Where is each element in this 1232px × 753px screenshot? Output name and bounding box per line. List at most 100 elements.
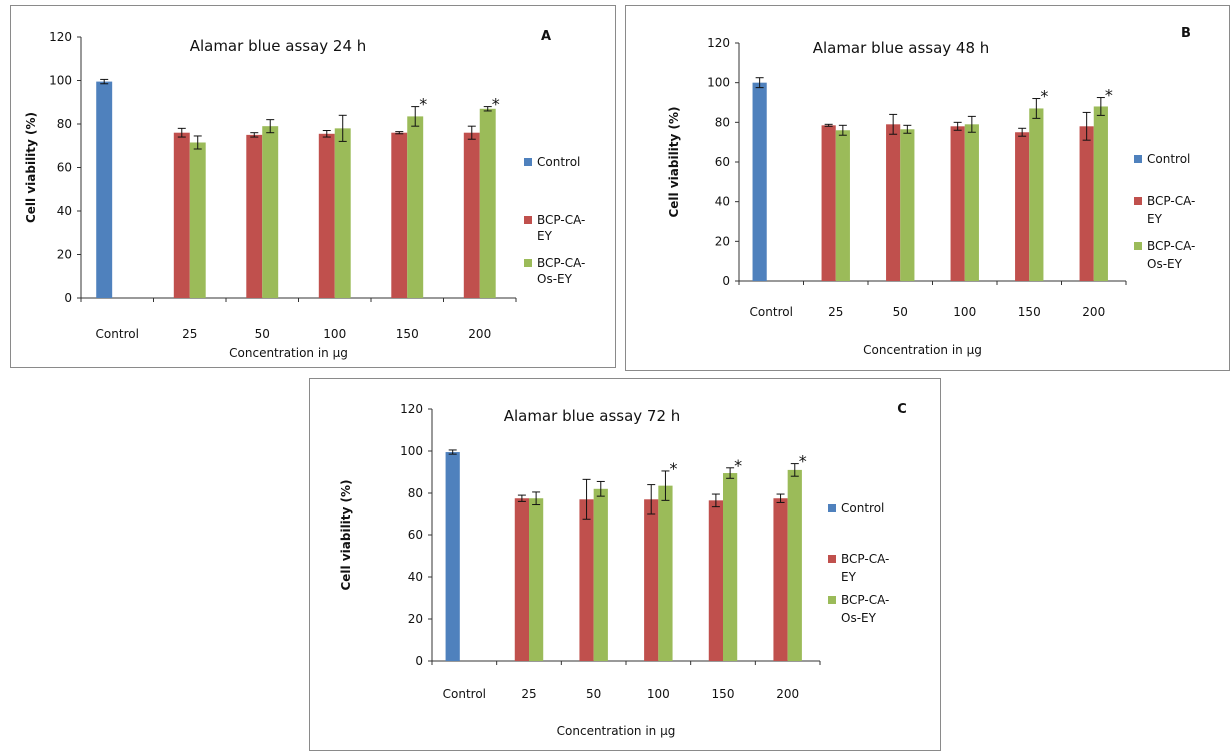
- chart-a-y-tick-label: 20: [57, 248, 72, 262]
- chart-b-significance-mark: *: [1105, 86, 1113, 105]
- chart-a-y-tick-label: 60: [57, 161, 72, 175]
- chart-b-bar: [886, 124, 901, 281]
- chart-b-bar: [1015, 132, 1030, 281]
- chart-c-bar: [445, 452, 460, 661]
- chart-b-bar: [964, 124, 979, 281]
- chart-b-panel-label: B: [1181, 26, 1191, 41]
- chart-c-significance-mark: *: [669, 459, 677, 478]
- chart-c-y-tick-label: 60: [408, 528, 423, 542]
- chart-c-legend-label: BCP-CA-EY: [841, 552, 889, 584]
- chart-a-bar: [246, 134, 263, 298]
- chart-a-x-tick-label: 100: [323, 327, 346, 341]
- chart-b-bar: [752, 82, 767, 282]
- chart-a-title: Alamar blue assay 24 h: [190, 37, 367, 55]
- chart-b-y-tick-label: 100: [707, 76, 730, 90]
- chart-b-y-tick-label: 60: [715, 155, 730, 169]
- chart-c-x-axis-label: Concentration in µg: [557, 724, 676, 738]
- chart-c-y-tick-label: 0: [415, 654, 423, 668]
- chart-c-y-tick-label: 120: [400, 402, 423, 416]
- chart-b-x-tick-label: 50: [893, 305, 908, 319]
- chart-a-svg: Alamar blue assay 24 h A 0 20 40 60 80 100 120 Co…: [24, 29, 585, 360]
- chart-b-y-tick-label: 0: [722, 274, 730, 288]
- chart-c-legend-swatch: [828, 596, 836, 604]
- chart-c-y-tick-label: 100: [400, 444, 423, 458]
- chart-c-y-tick-label: 80: [408, 486, 423, 500]
- chart-a-y-axis-label: Cell viability (%): [24, 112, 38, 223]
- chart-a-bar: [391, 132, 408, 298]
- chart-b-bar: [900, 129, 915, 281]
- chart-c-x-tick-label: 150: [712, 687, 735, 701]
- chart-c-svg: Alamar blue assay 72 h C 0 20 40 60 80 100 120 Co…: [339, 402, 907, 738]
- chart-a-y-tick-label: 120: [49, 30, 72, 44]
- chart-b-bar: [950, 126, 965, 281]
- chart-c-legend-label: Control: [841, 501, 884, 515]
- chart-panel-c: Alamar blue assay 72 h C 0 20 40 60 80 100 120 Co…: [309, 378, 941, 751]
- chart-a-bar: [479, 108, 496, 299]
- chart-b-bar: [835, 130, 850, 281]
- chart-a-x-tick-label: 150: [396, 327, 419, 341]
- chart-a-bar: [262, 126, 279, 298]
- chart-c-title: Alamar blue assay 72 h: [504, 407, 681, 425]
- chart-a-y-tick-label: 100: [49, 74, 72, 88]
- chart-a-y-tick-label: 80: [57, 117, 72, 131]
- chart-a-bar: [334, 128, 351, 298]
- chart-panel-a: Alamar blue assay 24 h A 0 20 40 60 80 100 120 Co…: [10, 5, 616, 368]
- chart-a-legend-label: BCP-CA-Os-EY: [537, 256, 585, 286]
- chart-c-y-tick-label: 20: [408, 612, 423, 626]
- chart-c-panel-label: C: [897, 402, 907, 417]
- chart-b-legend-swatch: [1134, 197, 1142, 205]
- chart-a-legend-label: Control: [537, 155, 580, 169]
- chart-c-x-tick-label: 25: [521, 687, 536, 701]
- chart-a-x-tick-label: 200: [468, 327, 491, 341]
- chart-a-legend-swatch: [524, 158, 532, 166]
- chart-c-bar: [658, 485, 673, 661]
- chart-c-bar: [593, 488, 608, 661]
- chart-c-bar: [579, 499, 594, 661]
- chart-c-significance-mark: *: [734, 456, 742, 475]
- chart-b-x-tick-label: 100: [953, 305, 976, 319]
- chart-b-bar: [1079, 126, 1094, 281]
- chart-b-bar: [1029, 108, 1044, 281]
- chart-b-legend-label: BCP-CA-Os-EY: [1147, 239, 1195, 271]
- chart-a-bar: [173, 132, 190, 298]
- chart-a-panel-label: A: [541, 29, 551, 44]
- chart-b-y-tick-label: 120: [707, 36, 730, 50]
- chart-b-x-tick-label: 200: [1082, 305, 1105, 319]
- chart-c-bar: [514, 498, 529, 661]
- chart-c-significance-mark: *: [799, 452, 807, 471]
- chart-c-legend-swatch: [828, 555, 836, 563]
- chart-a-x-tick-label: Control: [96, 327, 139, 341]
- chart-a-significance-mark: *: [492, 95, 500, 114]
- chart-b-legend-swatch: [1134, 155, 1142, 163]
- chart-a-bar: [318, 133, 335, 298]
- chart-c-bar: [644, 499, 659, 661]
- chart-b-legend-swatch: [1134, 242, 1142, 250]
- chart-a-bar: [189, 142, 206, 298]
- chart-a-y-tick-label: 40: [57, 204, 72, 218]
- chart-c-bar: [787, 469, 802, 661]
- chart-a-x-tick-label: 50: [255, 327, 270, 341]
- chart-a-x-axis-label: Concentration in µg: [229, 346, 348, 360]
- chart-c-bar: [708, 500, 723, 661]
- chart-a-legend-label: BCP-CA-EY: [537, 213, 585, 243]
- chart-c-x-tick-label: 100: [647, 687, 670, 701]
- chart-a-bar: [96, 81, 113, 299]
- chart-b-y-axis-label: Cell viability (%): [667, 106, 681, 217]
- chart-b-x-tick-label: 150: [1018, 305, 1041, 319]
- chart-b-x-tick-label: Control: [750, 305, 793, 319]
- chart-b-bar: [1093, 106, 1108, 281]
- chart-b-y-tick-label: 80: [715, 115, 730, 129]
- chart-b-title: Alamar blue assay 48 h: [813, 39, 990, 57]
- chart-a-legend-swatch: [524, 216, 532, 224]
- chart-panel-b: Alamar blue assay 48 h B 0 20 40 60 80 100 120 Co…: [625, 5, 1230, 371]
- chart-a-legend-swatch: [524, 259, 532, 267]
- chart-b-y-tick-label: 20: [715, 234, 730, 248]
- chart-a-y-tick-label: 0: [64, 291, 72, 305]
- chart-b-significance-mark: *: [1040, 87, 1048, 106]
- chart-c-x-tick-label: 50: [586, 687, 601, 701]
- chart-c-x-tick-label: Control: [443, 687, 486, 701]
- chart-c-bar: [529, 498, 544, 661]
- chart-b-legend-label: BCP-CA-EY: [1147, 194, 1195, 226]
- chart-b-bar: [821, 125, 836, 281]
- chart-a-significance-mark: *: [419, 95, 427, 114]
